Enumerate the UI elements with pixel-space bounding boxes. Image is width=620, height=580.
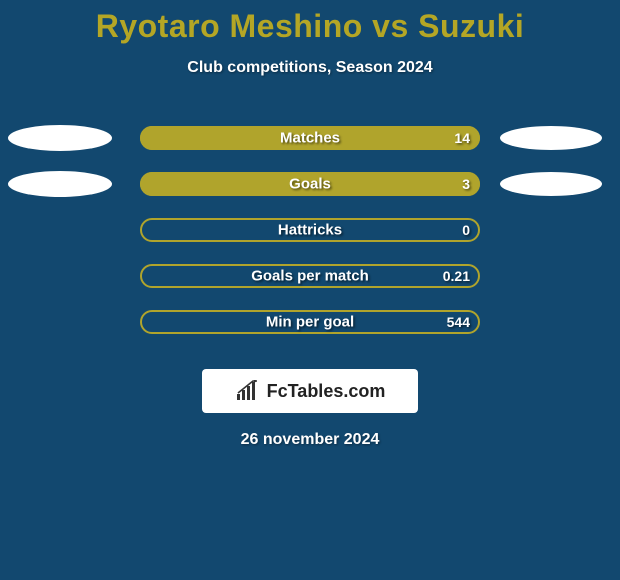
stat-bar: Min per goal 544 <box>140 310 480 334</box>
stat-row: Min per goal 544 <box>0 299 620 345</box>
stats-area: Matches 14 Goals 3 Hattricks 0 Goals per match… <box>0 115 620 345</box>
stat-value: 544 <box>447 314 470 330</box>
stat-row: Matches 14 <box>0 115 620 161</box>
stat-bar: Goals per match 0.21 <box>140 264 480 288</box>
stat-row: Goals per match 0.21 <box>0 253 620 299</box>
stat-label: Goals per match <box>251 268 369 285</box>
stat-label: Goals <box>289 176 331 193</box>
stat-value: 3 <box>462 176 470 192</box>
source-badge-text: FcTables.com <box>267 381 386 402</box>
stat-label: Min per goal <box>266 314 354 331</box>
comparison-infographic: Ryotaro Meshino vs Suzuki Club competiti… <box>0 0 620 580</box>
stat-value: 0 <box>462 222 470 238</box>
source-badge: FcTables.com <box>202 369 418 413</box>
placeholder-ellipse-right <box>500 126 602 150</box>
stat-value: 14 <box>454 130 470 146</box>
placeholder-ellipse-right <box>500 172 602 196</box>
chart-icon <box>235 380 261 402</box>
footer-date: 26 november 2024 <box>0 431 620 449</box>
placeholder-ellipse-left <box>8 125 112 151</box>
page-subtitle: Club competitions, Season 2024 <box>0 59 620 77</box>
stat-label: Matches <box>280 130 340 147</box>
page-title: Ryotaro Meshino vs Suzuki <box>0 0 620 45</box>
stat-value: 0.21 <box>443 268 470 284</box>
stat-bar: Matches 14 <box>140 126 480 150</box>
stat-row: Goals 3 <box>0 161 620 207</box>
stat-row: Hattricks 0 <box>0 207 620 253</box>
stat-bar: Goals 3 <box>140 172 480 196</box>
stat-label: Hattricks <box>278 222 342 239</box>
placeholder-ellipse-left <box>8 171 112 197</box>
stat-bar: Hattricks 0 <box>140 218 480 242</box>
